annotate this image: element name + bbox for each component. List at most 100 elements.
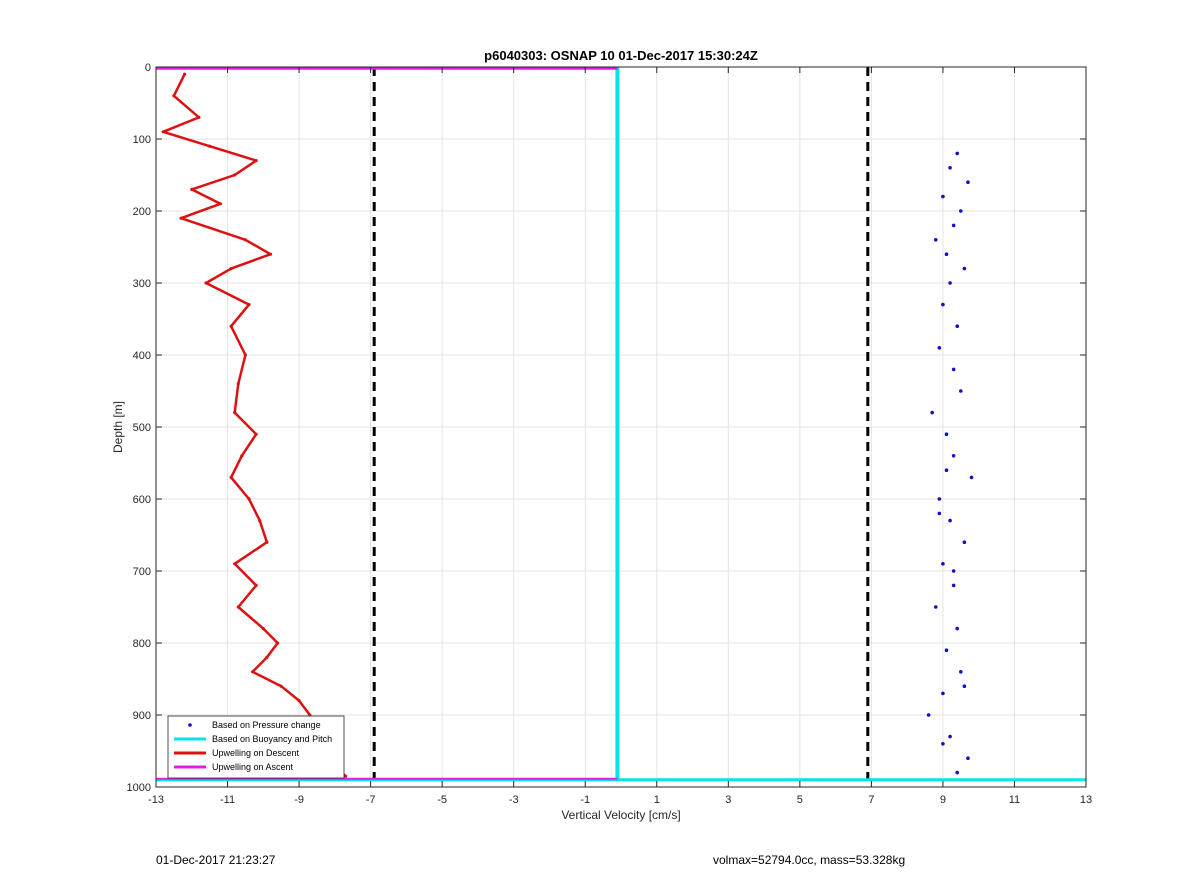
data-point — [948, 518, 952, 523]
data-point — [229, 475, 233, 479]
data-point — [254, 583, 258, 588]
data-point — [930, 410, 934, 415]
data-point — [265, 540, 269, 544]
data-point — [179, 216, 183, 220]
x-tick-label: 1 — [654, 794, 660, 806]
chart-title: p6040303: OSNAP 10 01-Dec-2017 15:30:24Z — [484, 48, 758, 63]
data-point — [937, 497, 942, 501]
x-tick-label: -1 — [580, 794, 590, 806]
data-point — [933, 238, 938, 242]
data-point — [959, 209, 963, 213]
data-point — [944, 432, 949, 437]
data-point — [966, 180, 970, 184]
data-point — [944, 468, 949, 473]
data-point — [183, 72, 187, 76]
legend-label: Based on Buoyancy and Pitch — [212, 734, 332, 744]
data-point — [243, 238, 248, 242]
data-point — [962, 540, 967, 544]
data-point — [941, 562, 945, 566]
y-tick-label: 100 — [133, 134, 151, 146]
data-point — [966, 756, 970, 760]
data-point — [944, 648, 949, 652]
y-tick-label: 1000 — [127, 782, 151, 794]
x-tick-label: -5 — [437, 794, 447, 806]
y-tick-label: 200 — [133, 206, 151, 218]
data-point — [948, 281, 952, 285]
data-point — [261, 627, 265, 631]
data-point — [948, 734, 952, 739]
x-tick-label: -9 — [294, 794, 304, 806]
data-point — [250, 670, 255, 674]
data-point — [955, 324, 960, 329]
data-point — [941, 194, 945, 199]
data-point — [297, 699, 301, 703]
data-point — [933, 605, 938, 609]
x-tick-label: 9 — [940, 794, 946, 806]
footer-summary: volmax=52794.0cc, mass=53.328kg — [713, 853, 906, 867]
data-point — [254, 159, 258, 163]
data-point — [265, 655, 269, 660]
data-point — [208, 144, 212, 148]
x-tick-label: 13 — [1080, 794, 1092, 806]
x-tick-label: 3 — [725, 794, 731, 806]
y-tick-label: 700 — [133, 566, 151, 578]
data-point — [962, 266, 967, 271]
x-axis-label: Vertical Velocity [cm/s] — [561, 808, 680, 822]
data-point — [944, 252, 949, 256]
data-point — [229, 267, 233, 271]
data-point — [951, 454, 956, 458]
data-point — [236, 382, 240, 386]
axis-ticks: -13 -11 -9 -7 -5 -3 -1 1 3 5 7 9 11 13010020030040050… — [127, 62, 1093, 806]
data-point — [941, 742, 945, 746]
data-point — [258, 519, 262, 523]
legend-label: Upwelling on Ascent — [212, 762, 294, 772]
data-point — [959, 389, 963, 393]
legend-label: Based on Pressure change — [212, 720, 321, 730]
y-tick-label: 600 — [133, 494, 151, 506]
data-point — [948, 166, 952, 170]
legend-swatch — [188, 723, 192, 727]
data-point — [969, 475, 974, 480]
data-point — [233, 173, 237, 177]
data-point — [937, 511, 942, 516]
data-point — [951, 569, 956, 573]
series-line — [161, 73, 347, 778]
threshold-lines — [372, 67, 870, 787]
series-2 — [161, 72, 348, 778]
data-point — [937, 346, 942, 350]
x-tick-label: -11 — [220, 794, 235, 806]
x-tick-label: -13 — [148, 794, 164, 806]
legend: Based on Pressure change Based on Buoyanc… — [167, 715, 345, 779]
y-tick-label: 400 — [133, 350, 151, 362]
data-point — [268, 252, 273, 256]
x-tick-label: -3 — [509, 794, 519, 806]
data-point — [243, 353, 248, 357]
data-point — [951, 583, 956, 588]
data-point — [279, 684, 283, 688]
data-point — [190, 187, 194, 191]
data-point — [941, 691, 945, 696]
data-point — [343, 774, 348, 778]
y-tick-label: 0 — [145, 62, 151, 74]
data-point — [951, 223, 956, 228]
data-point — [236, 605, 240, 609]
x-tick-label: 5 — [797, 794, 803, 806]
data-point — [955, 151, 960, 156]
data-point — [955, 770, 960, 775]
data-point — [218, 202, 222, 206]
data-point — [204, 281, 208, 285]
data-point — [233, 411, 237, 415]
data-point — [172, 94, 176, 98]
y-tick-label: 500 — [133, 422, 151, 434]
data-point — [955, 626, 960, 631]
series-0 — [926, 151, 974, 775]
data-point — [161, 130, 165, 134]
legend-label: Upwelling on Descent — [212, 748, 300, 758]
data-point — [247, 497, 251, 501]
data-point — [197, 115, 201, 119]
data-point — [233, 562, 237, 566]
data-point — [254, 432, 258, 436]
y-tick-label: 300 — [133, 278, 151, 290]
y-axis-label: Depth [m] — [111, 401, 125, 453]
data-point — [951, 367, 956, 372]
